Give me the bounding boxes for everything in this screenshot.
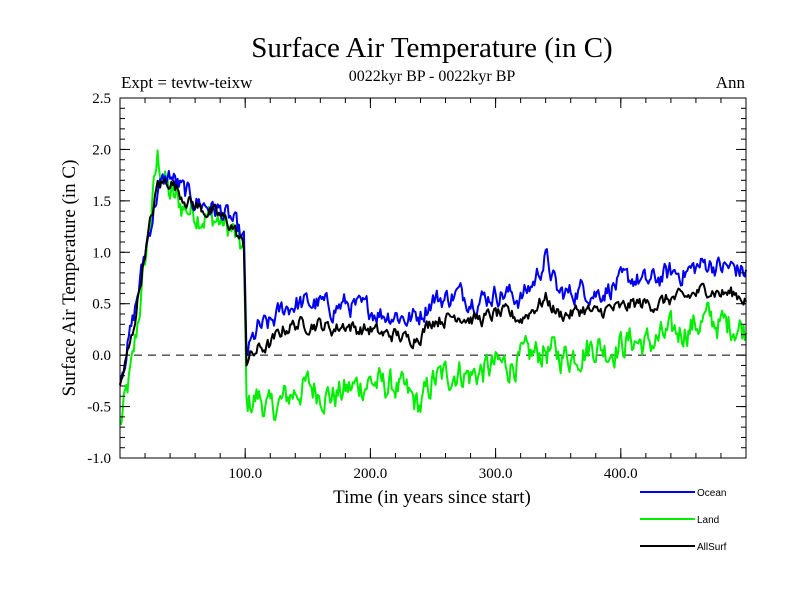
y-axis-label: Surface Air Temperature (in C) (59, 160, 80, 397)
legend-label-allsurf: AllSurf (697, 542, 727, 553)
x-axis-label: Time (in years since start) (333, 487, 531, 508)
chart-title: Surface Air Temperature (in C) (251, 32, 612, 64)
series-line-ocean (119, 170, 747, 385)
experiment-label: Expt = tevtw-teixw (121, 73, 253, 92)
x-tick-label: 400.0 (604, 466, 638, 482)
y-tick-label: 1.0 (92, 245, 111, 261)
y-tick-label: -0.5 (87, 400, 111, 416)
y-tick-label: 0.5 (92, 297, 111, 313)
series-line-allsurf (119, 178, 747, 386)
y-tick-label: -1.0 (87, 451, 111, 467)
legend-label-land: Land (697, 515, 719, 526)
y-tick-label: 2.5 (92, 91, 111, 107)
season-label: Ann (716, 73, 746, 92)
x-tick-label: 100.0 (228, 466, 262, 482)
y-tick-label: 1.5 (92, 194, 111, 210)
legend-label-ocean: Ocean (697, 488, 726, 499)
x-tick-label: 300.0 (479, 466, 513, 482)
series-line-land (119, 149, 747, 425)
y-tick-label: 0.0 (92, 348, 111, 364)
y-tick-label: 2.0 (92, 142, 111, 158)
plot-frame (119, 97, 747, 459)
legend: Ocean Land AllSurf (640, 488, 727, 553)
chart-subtitle: 0022kyr BP - 0022kyr BP (349, 68, 516, 85)
x-tick-label: 200.0 (354, 466, 388, 482)
plot-area: -1.0 -0.5 0.0 0.5 1.0 1.5 2.0 2.5 100.0 200.0 300.… (87, 91, 747, 482)
